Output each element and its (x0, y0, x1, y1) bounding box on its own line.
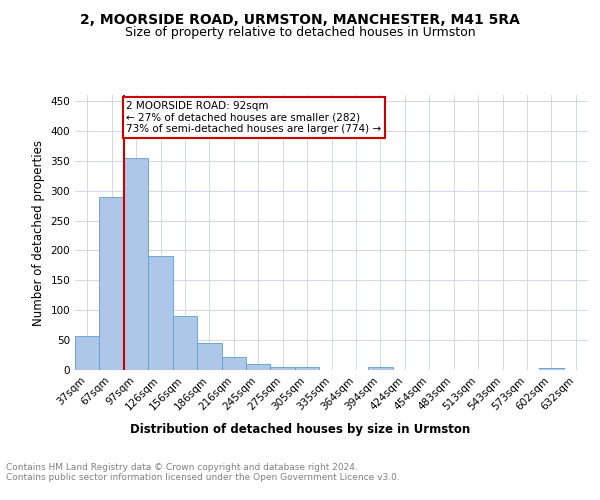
Bar (368, 367, 392, 370)
Bar (271, 367, 295, 370)
Bar (295, 367, 319, 370)
Text: Contains HM Land Registry data © Crown copyright and database right 2024.
Contai: Contains HM Land Registry data © Crown c… (6, 462, 400, 482)
Text: 2 MOORSIDE ROAD: 92sqm
← 27% of detached houses are smaller (282)
73% of semi-de: 2 MOORSIDE ROAD: 92sqm ← 27% of detached… (127, 101, 382, 134)
Bar (124, 158, 148, 370)
Bar (148, 256, 173, 370)
Bar (173, 316, 197, 370)
Bar (539, 368, 563, 370)
Text: Size of property relative to detached houses in Urmston: Size of property relative to detached ho… (125, 26, 475, 39)
Bar (197, 342, 221, 370)
Y-axis label: Number of detached properties: Number of detached properties (32, 140, 45, 326)
Bar (246, 364, 271, 370)
Text: Distribution of detached houses by size in Urmston: Distribution of detached houses by size … (130, 422, 470, 436)
Bar (221, 357, 246, 370)
Bar (100, 196, 124, 370)
Text: 2, MOORSIDE ROAD, URMSTON, MANCHESTER, M41 5RA: 2, MOORSIDE ROAD, URMSTON, MANCHESTER, M… (80, 12, 520, 26)
Bar (75, 336, 100, 370)
